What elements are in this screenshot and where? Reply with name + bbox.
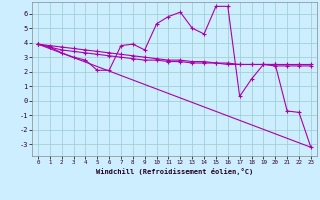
X-axis label: Windchill (Refroidissement éolien,°C): Windchill (Refroidissement éolien,°C) — [96, 168, 253, 175]
